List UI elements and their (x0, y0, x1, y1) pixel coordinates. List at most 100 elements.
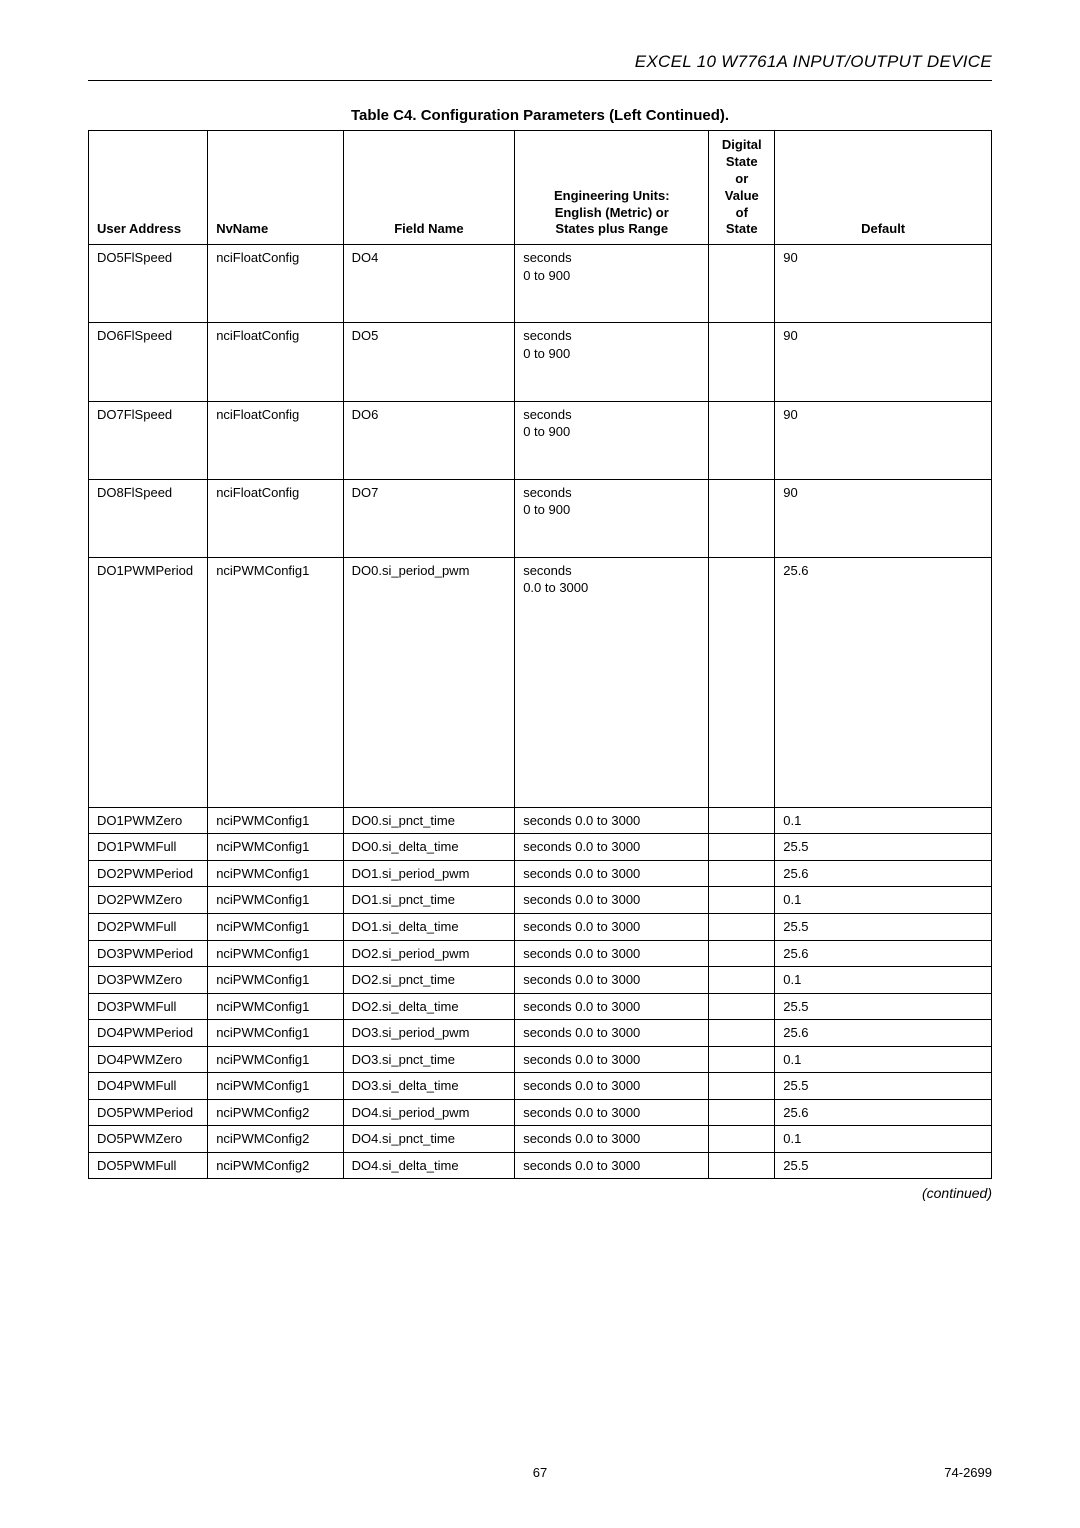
cell-fn: DO3.si_period_pwm (343, 1020, 515, 1047)
cell-eu: seconds0 to 900 (515, 401, 709, 479)
cell-ua: DO1PWMPeriod (89, 557, 208, 807)
cell-fn: DO6 (343, 401, 515, 479)
cell-df: 25.5 (775, 834, 992, 861)
cell-eu: seconds0 to 900 (515, 323, 709, 401)
cell-ds (709, 1099, 775, 1126)
cell-nv: nciFloatConfig (208, 479, 343, 557)
cell-ds (709, 940, 775, 967)
cell-fn: DO0.si_delta_time (343, 834, 515, 861)
cell-ua: DO5PWMZero (89, 1126, 208, 1153)
cell-ds (709, 245, 775, 323)
cell-eu: seconds 0.0 to 3000 (515, 1099, 709, 1126)
cell-nv: nciPWMConfig2 (208, 1099, 343, 1126)
config-params-table: User Address NvName Field Name Engineeri… (88, 130, 992, 1179)
cell-ua: DO4PWMZero (89, 1046, 208, 1073)
table-row: DO3PWMPeriodnciPWMConfig1DO2.si_period_p… (89, 940, 992, 967)
cell-fn: DO3.si_pnct_time (343, 1046, 515, 1073)
cell-nv: nciPWMConfig2 (208, 1126, 343, 1153)
col-field-name: Field Name (343, 131, 515, 245)
cell-eu: seconds 0.0 to 3000 (515, 1073, 709, 1100)
cell-ds (709, 887, 775, 914)
page-number: 67 (88, 1465, 992, 1480)
cell-nv: nciPWMConfig1 (208, 1020, 343, 1047)
table-row: DO5PWMFullnciPWMConfig2DO4.si_delta_time… (89, 1152, 992, 1179)
table-row: DO3PWMFullnciPWMConfig1DO2.si_delta_time… (89, 993, 992, 1020)
table-body: DO5FlSpeednciFloatConfigDO4seconds0 to 9… (89, 245, 992, 1179)
cell-eu: seconds 0.0 to 3000 (515, 940, 709, 967)
cell-nv: nciPWMConfig1 (208, 860, 343, 887)
col-eng-units-l2: English (Metric) or (555, 205, 669, 220)
cell-ua: DO1PWMZero (89, 807, 208, 834)
cell-eu: seconds 0.0 to 3000 (515, 834, 709, 861)
cell-ua: DO5PWMFull (89, 1152, 208, 1179)
cell-df: 25.6 (775, 860, 992, 887)
table-title: Table C4. Configuration Parameters (Left… (88, 107, 992, 124)
cell-nv: nciFloatConfig (208, 323, 343, 401)
cell-ua: DO8FlSpeed (89, 479, 208, 557)
cell-eu: seconds 0.0 to 3000 (515, 887, 709, 914)
table-row: DO1PWMFullnciPWMConfig1DO0.si_delta_time… (89, 834, 992, 861)
cell-ds (709, 860, 775, 887)
cell-fn: DO4.si_period_pwm (343, 1099, 515, 1126)
cell-ua: DO3PWMZero (89, 967, 208, 994)
cell-nv: nciPWMConfig1 (208, 834, 343, 861)
table-row: DO5FlSpeednciFloatConfigDO4seconds0 to 9… (89, 245, 992, 323)
cell-ds (709, 834, 775, 861)
cell-eu: seconds 0.0 to 3000 (515, 807, 709, 834)
cell-df: 0.1 (775, 1126, 992, 1153)
cell-fn: DO4.si_pnct_time (343, 1126, 515, 1153)
cell-ua: DO3PWMPeriod (89, 940, 208, 967)
cell-ua: DO2PWMPeriod (89, 860, 208, 887)
col-ds-l1: Digital (722, 137, 762, 152)
cell-df: 0.1 (775, 807, 992, 834)
table-row: DO5PWMZeronciPWMConfig2DO4.si_pnct_times… (89, 1126, 992, 1153)
table-row: DO2PWMFullnciPWMConfig1DO1.si_delta_time… (89, 914, 992, 941)
cell-df: 0.1 (775, 1046, 992, 1073)
col-ds-l6: State (726, 221, 758, 236)
cell-ua: DO2PWMFull (89, 914, 208, 941)
cell-fn: DO0.si_period_pwm (343, 557, 515, 807)
cell-eu: seconds0 to 900 (515, 479, 709, 557)
cell-nv: nciPWMConfig1 (208, 940, 343, 967)
cell-df: 25.5 (775, 914, 992, 941)
cell-df: 0.1 (775, 887, 992, 914)
table-row: DO2PWMZeronciPWMConfig1DO1.si_pnct_times… (89, 887, 992, 914)
table-row: DO2PWMPeriodnciPWMConfig1DO1.si_period_p… (89, 860, 992, 887)
table-row: DO8FlSpeednciFloatConfigDO7seconds0 to 9… (89, 479, 992, 557)
cell-fn: DO4.si_delta_time (343, 1152, 515, 1179)
cell-fn: DO4 (343, 245, 515, 323)
cell-ua: DO4PWMPeriod (89, 1020, 208, 1047)
cell-nv: nciPWMConfig2 (208, 1152, 343, 1179)
cell-nv: nciPWMConfig1 (208, 993, 343, 1020)
col-digital-state: Digital State or Value of State (709, 131, 775, 245)
cell-ds (709, 914, 775, 941)
table-row: DO1PWMZeronciPWMConfig1DO0.si_pnct_times… (89, 807, 992, 834)
table-row: DO3PWMZeronciPWMConfig1DO2.si_pnct_times… (89, 967, 992, 994)
cell-df: 25.5 (775, 1073, 992, 1100)
cell-ds (709, 993, 775, 1020)
cell-fn: DO2.si_pnct_time (343, 967, 515, 994)
col-ds-l3: or (735, 171, 748, 186)
col-eng-units-l1: Engineering Units: (554, 188, 670, 203)
col-eng-units-l3: States plus Range (555, 221, 668, 236)
cell-eu: seconds 0.0 to 3000 (515, 1126, 709, 1153)
table-row: DO4PWMFullnciPWMConfig1DO3.si_delta_time… (89, 1073, 992, 1100)
cell-ds (709, 479, 775, 557)
cell-ua: DO3PWMFull (89, 993, 208, 1020)
cell-fn: DO1.si_delta_time (343, 914, 515, 941)
cell-ds (709, 1073, 775, 1100)
table-row: DO4PWMPeriodnciPWMConfig1DO3.si_period_p… (89, 1020, 992, 1047)
cell-fn: DO2.si_delta_time (343, 993, 515, 1020)
cell-eu: seconds 0.0 to 3000 (515, 860, 709, 887)
table-row: DO5PWMPeriodnciPWMConfig2DO4.si_period_p… (89, 1099, 992, 1126)
cell-nv: nciPWMConfig1 (208, 1073, 343, 1100)
cell-ds (709, 807, 775, 834)
cell-ua: DO2PWMZero (89, 887, 208, 914)
cell-nv: nciPWMConfig1 (208, 557, 343, 807)
cell-ua: DO6FlSpeed (89, 323, 208, 401)
cell-df: 0.1 (775, 967, 992, 994)
cell-nv: nciPWMConfig1 (208, 807, 343, 834)
col-default: Default (775, 131, 992, 245)
cell-ds (709, 1020, 775, 1047)
table-header-row: User Address NvName Field Name Engineeri… (89, 131, 992, 245)
